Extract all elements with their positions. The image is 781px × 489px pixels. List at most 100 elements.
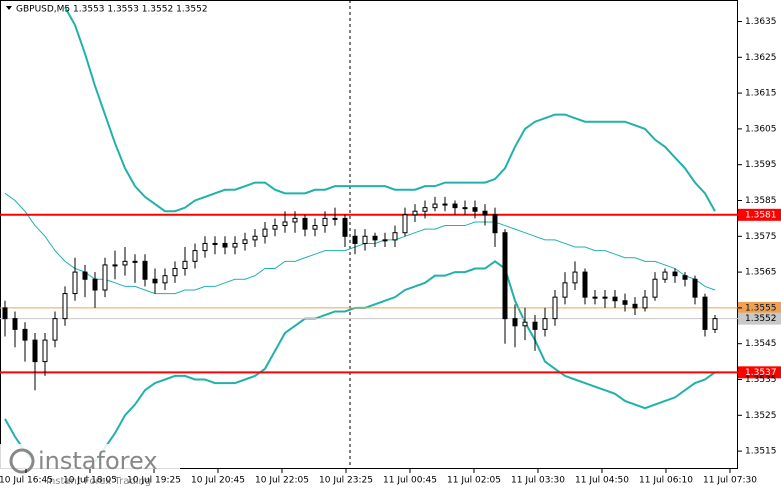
y-tick-label: 1.3545: [745, 339, 777, 349]
chart-title: GBPUSD,M5 1.3553 1.3553 1.3552 1.3552: [16, 5, 208, 15]
band-line: [4, 192, 716, 295]
candle-body: [342, 217, 348, 237]
candle-body: [492, 214, 498, 234]
candle-body: [322, 217, 328, 227]
candle-body: [632, 303, 638, 309]
candle-body: [402, 214, 408, 234]
watermark-logo: [9, 448, 35, 474]
candle-body: [62, 293, 68, 320]
candle-body: [592, 296, 598, 299]
axes: 1.3515 1.3525 1.3535 1.3545 1.3555 1.3565 1.35…: [0, 17, 777, 486]
candle-body: [2, 307, 8, 320]
x-tick-label: 10 Jul 22:05: [255, 476, 309, 486]
candle-body: [242, 239, 248, 244]
candle-body: [672, 271, 678, 277]
candle-body: [692, 278, 698, 298]
candle-body: [472, 207, 478, 212]
y-tick-label: 1.3595: [745, 160, 777, 170]
candle-body: [512, 318, 518, 327]
candle-body: [172, 268, 178, 277]
candle-body: [142, 260, 148, 280]
y-tick-label: 1.3575: [745, 232, 777, 242]
x-tick-label: 10 Jul 23:25: [319, 476, 373, 486]
candle-body: [382, 239, 388, 242]
candle-body: [662, 271, 668, 280]
y-tick-label: 1.3585: [745, 196, 777, 206]
level-label: 1.3581: [745, 210, 777, 220]
candle-body: [622, 300, 628, 305]
y-tick-label: 1.3515: [745, 447, 777, 457]
watermark: instaforex Instant Forex Trading: [0, 444, 180, 489]
candle-body: [112, 264, 118, 267]
y-tick-label: 1.3635: [745, 17, 777, 27]
candle-body: [582, 271, 588, 298]
x-tick-label: 10 Jul 20:45: [191, 476, 245, 486]
candle-body: [372, 235, 378, 241]
candle-body: [292, 217, 298, 223]
level-label-bg: [738, 312, 781, 325]
level-label: 1.3555: [745, 303, 777, 313]
candle-body: [452, 203, 458, 209]
candle-body: [362, 235, 368, 244]
plot-frame: [0, 0, 738, 469]
candle-body: [612, 296, 618, 302]
candle-body: [162, 275, 168, 284]
candle-body: [132, 260, 138, 263]
band-line: [64, 6, 716, 213]
candle-body: [522, 321, 528, 327]
title-icon: [6, 6, 12, 10]
candle-body: [502, 232, 508, 320]
candle-body: [602, 296, 608, 299]
candle-body: [312, 225, 318, 230]
candles: [2, 196, 718, 391]
level-label-bg: [738, 208, 781, 221]
candle-body: [702, 296, 708, 330]
candle-body: [712, 318, 718, 330]
candle-body: [542, 318, 548, 330]
x-tick-label: 11 Jul 03:30: [511, 476, 565, 486]
candle-body: [302, 217, 308, 230]
candle-body: [252, 235, 258, 241]
candle-body: [392, 232, 398, 241]
candle-body: [562, 282, 568, 298]
candle-body: [232, 242, 238, 248]
candle-body: [152, 278, 158, 284]
candle-body: [352, 235, 358, 244]
candle-body: [552, 296, 558, 320]
candle-body: [262, 228, 268, 237]
y-tick-label: 1.3555: [745, 303, 777, 313]
x-tick-label: 11 Jul 06:10: [639, 476, 693, 486]
candle-body: [432, 203, 438, 209]
candle-body: [422, 207, 428, 212]
candle-body: [442, 203, 448, 206]
y-tick-label: 1.3525: [745, 411, 777, 421]
x-tick-label: 10 Jul 19:25: [127, 476, 181, 486]
x-tick-label: 11 Jul 04:50: [575, 476, 629, 486]
x-tick-label: 11 Jul 02:05: [447, 476, 501, 486]
candle-body: [272, 225, 278, 230]
watermark-tagline: Instant Forex Trading: [46, 476, 151, 487]
y-tick-label: 1.3605: [745, 124, 777, 134]
candle-body: [32, 339, 38, 363]
level-label-bg: [738, 366, 781, 379]
x-tick-label: 10 Jul 18:05: [63, 476, 117, 486]
candle-body: [82, 271, 88, 280]
candle-body: [682, 275, 688, 280]
level-label: 1.3537: [745, 368, 777, 378]
candle-body: [572, 271, 578, 284]
candle-body: [222, 242, 228, 248]
y-tick-label: 1.3615: [745, 89, 777, 99]
candle-body: [532, 321, 538, 330]
x-tick-label: 11 Jul 07:30: [703, 476, 757, 486]
x-tick-label: 10 Jul 16:45: [0, 476, 53, 486]
candle-body: [642, 296, 648, 309]
candle-body: [462, 207, 468, 210]
candle-body: [212, 242, 218, 245]
candle-body: [122, 260, 128, 266]
candle-body: [202, 242, 208, 252]
y-tick-label: 1.3565: [745, 268, 777, 278]
y-tick-label: 1.3625: [745, 53, 777, 63]
